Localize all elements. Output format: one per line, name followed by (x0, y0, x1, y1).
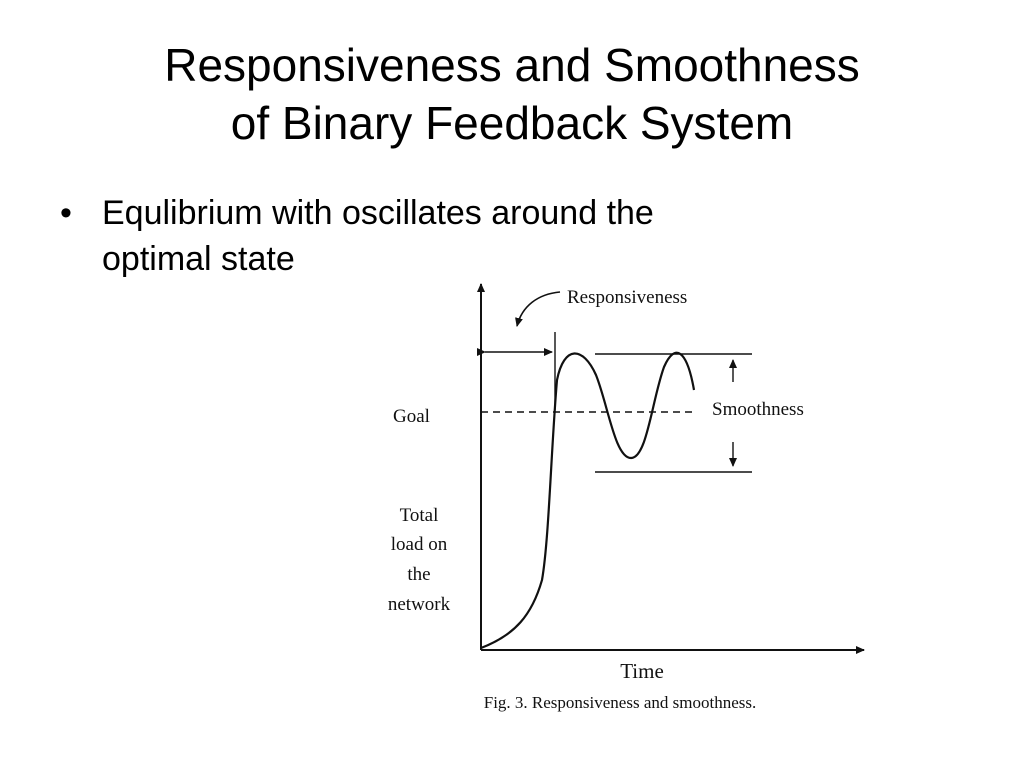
goal-label: Goal (393, 406, 430, 427)
bullet-dot-icon: • (60, 194, 72, 232)
y-axis-label-line-1: Total (400, 505, 439, 526)
y-axis-label-line-3: the (407, 564, 430, 585)
bullet-list: • Equlibrium with oscillates around the … (60, 190, 880, 282)
slide-title: Responsiveness and Smoothness of Binary … (0, 36, 1024, 152)
smoothness-label: Smoothness (712, 399, 804, 420)
figure-diagram: Responsiveness Smoothness Goal Total loa… (388, 283, 865, 712)
bullet-text-line-2: optimal state (102, 240, 295, 278)
title-line-2: of Binary Feedback System (230, 97, 794, 149)
figure-caption: Fig. 3. Responsiveness and smoothness. (484, 693, 756, 712)
responsiveness-smoothness-figure: Responsiveness Smoothness Goal Total loa… (360, 270, 880, 720)
responsiveness-label: Responsiveness (567, 287, 687, 308)
y-axis-label-line-4: network (388, 594, 451, 615)
title-line-1: Responsiveness and Smoothness (164, 39, 860, 91)
responsiveness-pointer-arrow (515, 291, 561, 327)
x-axis-label: Time (620, 659, 664, 683)
y-axis-label-line-2: load on (391, 534, 448, 555)
load-curve (480, 351, 696, 650)
bullet-item: • Equlibrium with oscillates around the … (60, 190, 880, 282)
bullet-text-line-1: Equlibrium with oscillates around the (102, 194, 654, 232)
